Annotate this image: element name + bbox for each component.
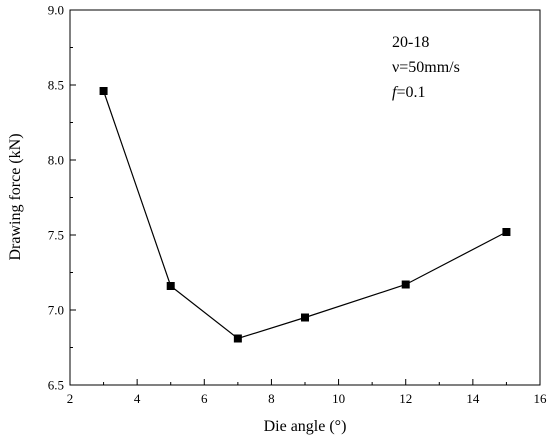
x-axis-label: Die angle (°) bbox=[264, 418, 347, 435]
x-tick-label: 8 bbox=[268, 391, 275, 406]
y-tick-label: 6.5 bbox=[48, 378, 64, 393]
y-tick-label: 8.0 bbox=[48, 153, 64, 168]
annotation-friction: f=0.1 bbox=[392, 84, 425, 101]
data-point bbox=[502, 228, 511, 236]
x-tick-label: 10 bbox=[332, 391, 345, 406]
x-tick-label: 4 bbox=[134, 391, 141, 406]
x-axis: 2 4 6 8 10 12 14 16 bbox=[67, 379, 547, 406]
friction-value: =0.1 bbox=[396, 84, 425, 101]
annotation-condition: 20-18 bbox=[392, 34, 429, 51]
data-point bbox=[233, 334, 242, 343]
friction-symbol: f bbox=[392, 84, 399, 101]
x-tick-label: 16 bbox=[534, 391, 548, 406]
annotation-velocity: ν=50mm/s bbox=[392, 59, 460, 76]
data-point bbox=[301, 313, 309, 322]
y-tick-label: 9.0 bbox=[48, 3, 64, 18]
y-tick-label: 8.5 bbox=[48, 78, 64, 93]
y-tick-label: 7.0 bbox=[48, 303, 64, 318]
x-tick-label: 2 bbox=[67, 391, 74, 406]
series-line bbox=[103, 90, 507, 340]
data-point bbox=[401, 280, 410, 289]
x-tick-label: 14 bbox=[466, 391, 480, 406]
y-axis-label: Drawing force (kN) bbox=[7, 133, 24, 260]
x-tick-label: 6 bbox=[201, 391, 208, 406]
data-point bbox=[99, 87, 108, 95]
y-tick-label: 7.5 bbox=[48, 228, 64, 243]
annotation-block: 20-18 ν=50mm/s f=0.1 bbox=[392, 34, 460, 101]
data-point bbox=[166, 282, 175, 290]
x-tick-label: 12 bbox=[399, 391, 412, 406]
y-axis: 6.5 7.0 7.5 8.0 8.5 9.0 bbox=[48, 3, 76, 393]
series-layer bbox=[99, 87, 511, 343]
